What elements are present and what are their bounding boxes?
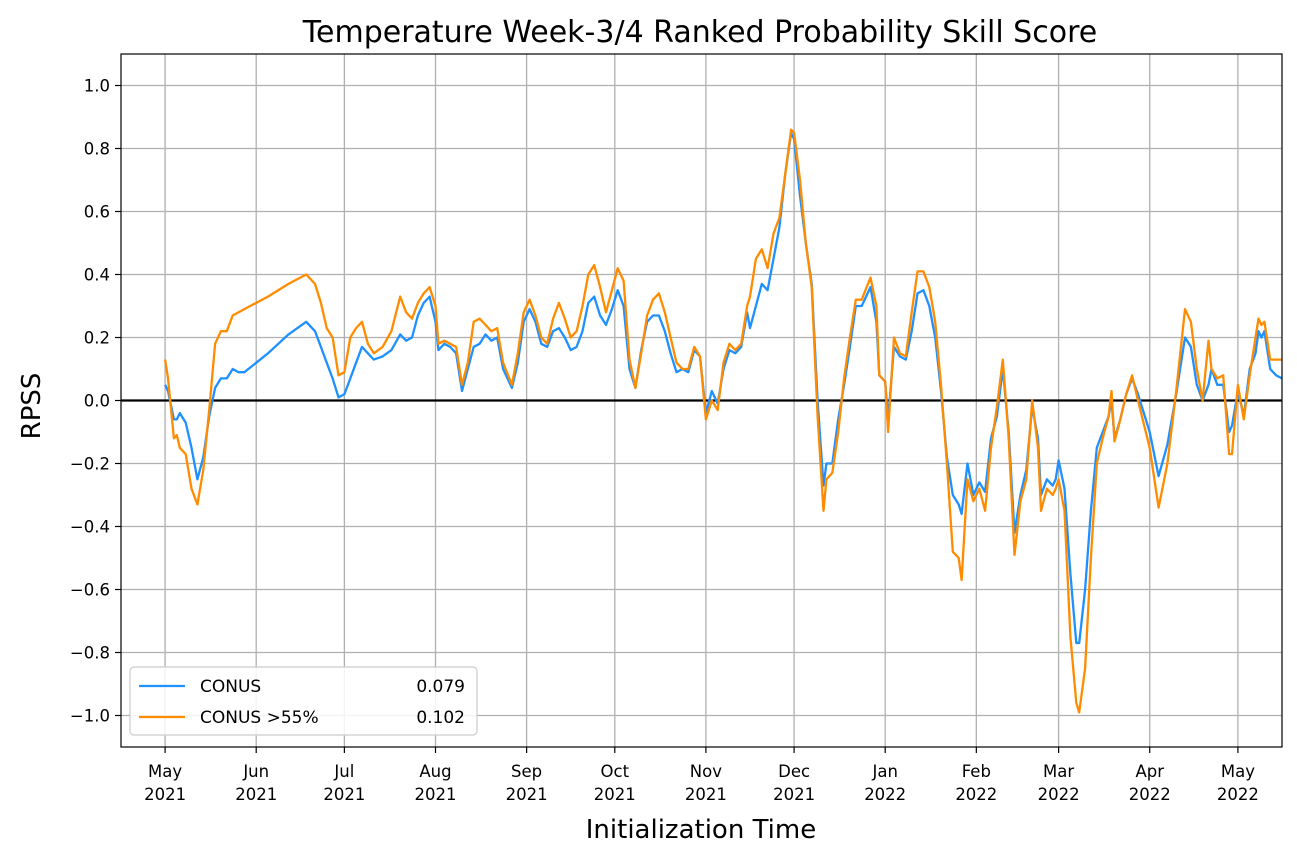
y-tick-label: −0.6 <box>70 581 110 600</box>
x-tick-year-label: 2021 <box>414 785 456 804</box>
x-tick-year-label: 2022 <box>1038 785 1080 804</box>
x-tick-month-label: Nov <box>690 762 722 781</box>
x-tick-month-label: Apr <box>1135 762 1164 781</box>
x-tick-year-label: 2022 <box>1217 785 1259 804</box>
series-lines <box>163 128 1283 714</box>
x-axis-ticks: May 2021 Jun 2021 Jul 2021 Aug 2021 Sep 2021 Oct 20… <box>144 747 1259 804</box>
x-tick-month-label: Mar <box>1043 762 1074 781</box>
x-tick-year-label: 2022 <box>955 785 997 804</box>
x-tick-year-label: 2021 <box>323 785 365 804</box>
x-tick-year-label: 2022 <box>864 785 906 804</box>
x-tick-month-label: Sep <box>511 762 542 781</box>
legend-frame <box>129 666 478 736</box>
legend-series-name: CONUS <box>200 677 261 697</box>
x-tick-month-label: May <box>148 762 182 781</box>
x-tick-month-label: Aug <box>419 762 451 781</box>
x-tick-year-label: 2021 <box>235 785 277 804</box>
y-tick-label: 0.0 <box>84 392 110 411</box>
x-tick-month-label: Jun <box>242 762 269 781</box>
legend-series-name: CONUS >55% <box>200 708 319 728</box>
x-tick-month-label: Feb <box>962 762 991 781</box>
y-tick-label: −0.8 <box>70 644 110 663</box>
y-tick-label: 1.0 <box>84 77 110 96</box>
series-line-conus <box>164 131 1283 645</box>
x-tick-year-label: 2021 <box>594 785 636 804</box>
x-tick-year-label: 2021 <box>144 785 186 804</box>
y-axis-label: RPSS <box>17 373 47 440</box>
y-tick-label: 0.6 <box>84 203 110 222</box>
y-tick-label: −1.0 <box>70 707 110 726</box>
y-tick-label: 0.4 <box>84 266 110 285</box>
x-tick-month-label: May <box>1221 762 1255 781</box>
x-tick-year-label: 2021 <box>506 785 548 804</box>
x-tick-month-label: Dec <box>778 762 810 781</box>
x-axis-label: Initialization Time <box>586 815 816 845</box>
x-tick-year-label: 2021 <box>685 785 727 804</box>
chart-title: Temperature Week-3/4 Ranked Probability … <box>302 15 1097 50</box>
y-tick-label: −0.4 <box>70 518 110 537</box>
legend: CONUS 0.079 CONUS >55% 0.102 <box>129 666 478 736</box>
x-tick-month-label: Jan <box>871 762 897 781</box>
y-axis-ticks: 1.0 0.8 0.6 0.4 0.2 0.0 −0.2 −0.4 −0.6 −0.8 −1.0 <box>70 77 121 726</box>
x-tick-month-label: Jul <box>333 762 354 781</box>
legend-series-score: 0.079 <box>416 677 465 697</box>
series-line-conus-55 <box>163 128 1282 714</box>
y-tick-label: 0.2 <box>84 329 110 348</box>
y-tick-label: 0.8 <box>84 140 110 159</box>
x-tick-month-label: Oct <box>601 762 630 781</box>
x-tick-year-label: 2021 <box>773 785 815 804</box>
x-tick-year-label: 2022 <box>1129 785 1171 804</box>
legend-series-score: 0.102 <box>416 708 465 728</box>
y-tick-label: −0.2 <box>70 455 110 474</box>
